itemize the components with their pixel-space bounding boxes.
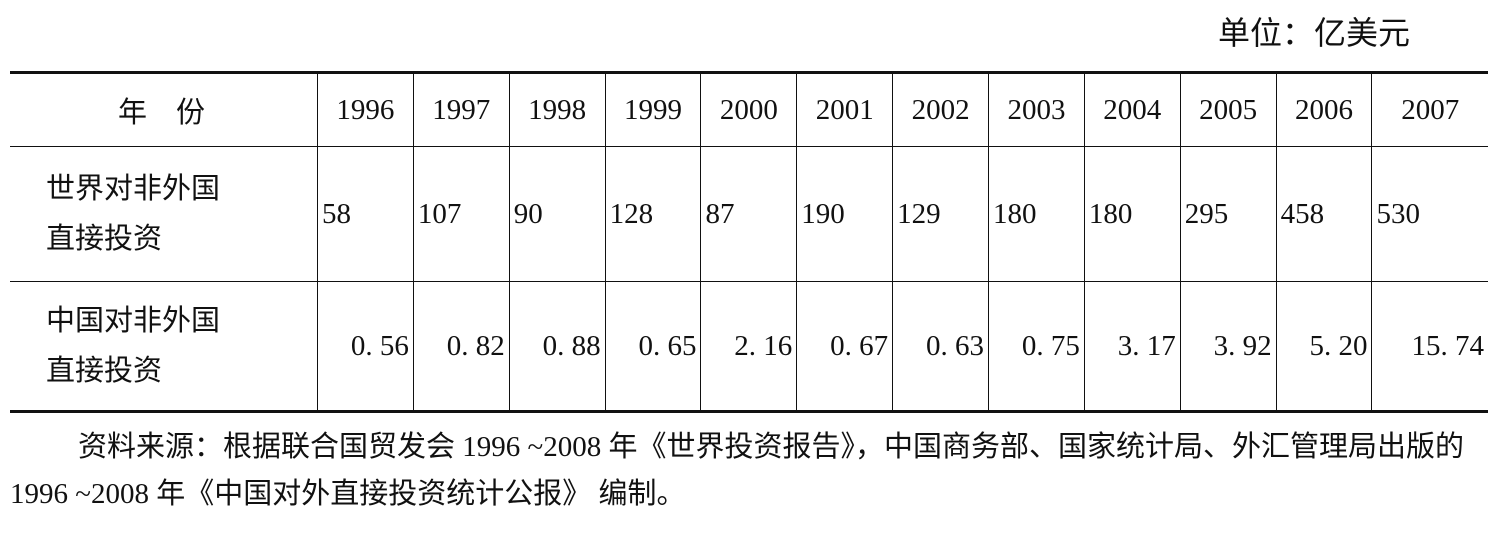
header-cell: 2006 <box>1275 72 1372 147</box>
header-cell: 1998 <box>508 72 606 147</box>
value-cell: 3. 92 <box>1179 281 1277 412</box>
value-cell: 2. 16 <box>700 281 797 412</box>
header-cell: 年 份 <box>117 97 205 129</box>
header-cell: 2007 <box>1371 72 1488 147</box>
header-cell: 2003 <box>988 72 1085 147</box>
header-cell: 1996 <box>317 72 414 147</box>
value-cell: 190 <box>796 146 893 282</box>
value-cell: 530 <box>1371 146 1488 282</box>
value-cell: 0. 65 <box>604 281 701 412</box>
value-cell: 3. 17 <box>1083 281 1181 412</box>
header-cell: 1999 <box>604 72 701 147</box>
value-cell: 90 <box>508 146 606 282</box>
value-cell: 0. 67 <box>796 281 893 412</box>
header-cell: 2000 <box>700 72 797 147</box>
value-cell: 0. 82 <box>412 281 510 412</box>
value-cell: 129 <box>892 146 989 282</box>
header-cell: 1997 <box>412 72 510 147</box>
value-cell: 295 <box>1179 146 1277 282</box>
header-cell: 2004 <box>1083 72 1181 147</box>
value-cell: 180 <box>988 146 1085 282</box>
unit-label: 单位：亿美元 <box>1217 15 1410 51</box>
value-cell: 5. 20 <box>1275 281 1372 412</box>
value-cell: 0. 56 <box>317 281 414 412</box>
value-cell: 0. 88 <box>508 281 606 412</box>
value-cell: 458 <box>1275 146 1372 282</box>
header-cell: 2002 <box>892 72 989 147</box>
value-cell: 0. 75 <box>988 281 1085 412</box>
value-cell: 0. 63 <box>892 281 989 412</box>
source-note: 资料来源：根据联合国贸发会 1996 ~2008 年《世界投资报告》，中国商务部… <box>10 431 1464 510</box>
row-label: 世界对非外国直接投资 <box>46 173 221 255</box>
header-row: 年 份 1996 1997 1998 1999 2000 2001 2002 2003 2004 2… <box>10 72 1488 147</box>
row-label-cell: 世界对非外国直接投资 <box>10 146 318 282</box>
data-row: 世界对非外国直接投资 58 107 90 128 87 190 129 180 180 295 458… <box>10 146 1488 282</box>
value-cell: 128 <box>604 146 701 282</box>
data-table: 年 份 1996 1997 1998 1999 2000 2001 2002 2003 2004 2… <box>10 71 1488 413</box>
header-cell: 2001 <box>796 72 893 147</box>
value-cell: 15. 74 <box>1371 281 1488 412</box>
value-cell: 180 <box>1083 146 1181 282</box>
value-cell: 107 <box>412 146 510 282</box>
value-cell: 58 <box>317 146 414 282</box>
value-cell: 87 <box>700 146 797 282</box>
data-row: 中国对非外国直接投资 0. 56 0. 82 0. 88 0. 65 2. 16 0. 67… <box>10 281 1488 412</box>
row-label-cell: 中国对非外国直接投资 <box>10 281 318 412</box>
header-cell: 2005 <box>1179 72 1277 147</box>
row-label: 中国对非外国直接投资 <box>46 305 221 387</box>
